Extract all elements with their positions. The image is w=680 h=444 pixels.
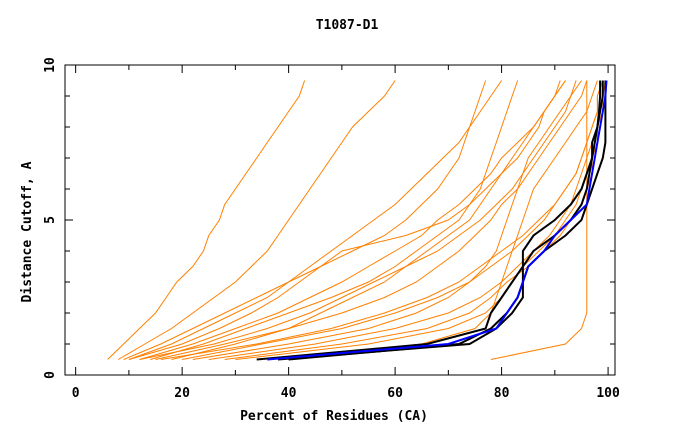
model-curve — [139, 80, 577, 360]
top-model-curve — [256, 80, 602, 361]
model-curve — [128, 80, 503, 360]
model-curve — [155, 80, 588, 360]
x-tick-label: 80 — [494, 386, 510, 401]
series-layer — [107, 80, 608, 361]
ticks-layer: 0 20 40 60 80 100 0 5 10 — [43, 57, 620, 401]
model-curve — [490, 80, 588, 360]
model-curve — [160, 80, 604, 360]
model-curve — [117, 80, 396, 360]
model-curve — [128, 80, 561, 360]
model-curve — [182, 80, 604, 360]
x-axis-label: Percent of Residues (CA) — [240, 409, 428, 424]
chart-title: T1087-D1 — [316, 18, 379, 33]
model-curve — [107, 80, 306, 360]
x-tick-label: 60 — [387, 386, 403, 401]
y-tick-label: 0 — [43, 371, 58, 379]
model-curve — [150, 80, 519, 360]
x-tick-label: 100 — [596, 386, 620, 401]
x-tick-label: 40 — [281, 386, 297, 401]
y-tick-label: 10 — [43, 57, 58, 73]
x-tick-label: 0 — [72, 386, 80, 401]
model-curve — [288, 80, 598, 360]
model-curve — [192, 80, 582, 360]
model-curve — [123, 80, 487, 360]
y-tick-label: 5 — [43, 216, 58, 224]
x-tick-label: 20 — [174, 386, 190, 401]
y-axis-label: Distance Cutoff, A — [20, 161, 35, 302]
model-curve — [235, 80, 606, 360]
model-curve — [171, 80, 566, 360]
best-model-curve — [267, 80, 608, 361]
